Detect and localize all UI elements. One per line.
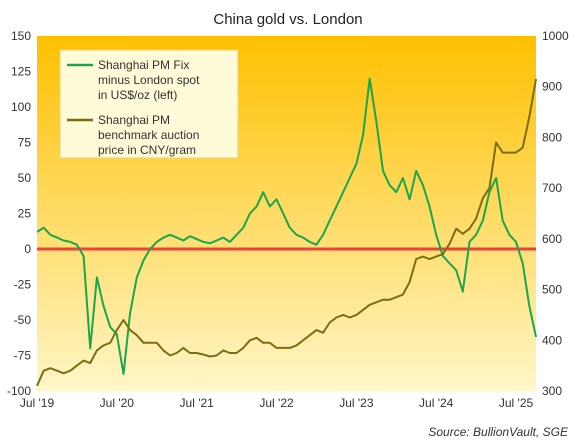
legend: Shanghai PM Fix minus London spot in US$… <box>59 49 239 159</box>
x-tick-label: Jul '22 <box>259 396 294 410</box>
series-lines <box>36 77 537 387</box>
x-tick-label: Jul '19 <box>20 396 55 410</box>
right-axis: 1000 900 800 700 600 500 400 300 <box>542 29 569 398</box>
legend-label-price: Shanghai PM benchmark auction price in C… <box>98 113 203 157</box>
x-tick-label: Jul '24 <box>419 396 454 410</box>
left-tick-label: 25 <box>18 207 32 221</box>
legend-box <box>59 49 239 159</box>
right-tick-label: 600 <box>542 232 562 246</box>
x-tick-label: Jul '23 <box>339 396 374 410</box>
right-tick-label: 300 <box>542 384 562 398</box>
right-tick-label: 900 <box>542 80 562 94</box>
left-tick-label: 75 <box>18 136 32 150</box>
left-tick-label: -100 <box>7 384 31 398</box>
left-tick-label: -75 <box>14 349 32 363</box>
right-tick-label: 800 <box>542 130 562 144</box>
legend-line: price in CNY/gram <box>98 143 196 157</box>
right-tick-label: 1000 <box>542 29 569 43</box>
left-tick-label: -50 <box>14 313 32 327</box>
legend-label-spread: Shanghai PM Fix minus London spot in US$… <box>98 58 203 102</box>
source-note: Source: BullionVault, SGE <box>428 425 569 439</box>
left-tick-label: 150 <box>11 29 31 43</box>
x-tick-label: Jul '20 <box>100 396 135 410</box>
x-tick-label: Jul '21 <box>180 396 215 410</box>
left-tick-label: 100 <box>11 100 31 114</box>
right-tick-label: 700 <box>542 181 562 195</box>
legend-line: in US$/oz (left) <box>98 88 177 102</box>
left-axis: 150 125 100 75 50 25 0 -25 -50 -75 -100 <box>7 29 31 398</box>
right-tick-label: 400 <box>542 333 562 347</box>
chart-title: China gold vs. London <box>213 11 362 28</box>
x-axis: Jul '19 Jul '20 Jul '21 Jul '22 Jul '23 Jul '… <box>20 396 534 410</box>
series-line-spread <box>36 77 537 375</box>
legend-line: Shanghai PM Fix <box>98 58 189 72</box>
left-tick-label: -25 <box>14 278 32 292</box>
left-tick-label: 0 <box>24 242 31 256</box>
legend-line: Shanghai PM <box>98 113 170 127</box>
left-tick-label: 50 <box>18 171 32 185</box>
right-tick-label: 500 <box>542 283 562 297</box>
series-line-price <box>36 78 537 387</box>
legend-line: benchmark auction <box>98 128 199 142</box>
left-tick-label: 125 <box>11 65 31 79</box>
legend-line: minus London spot <box>98 73 200 87</box>
x-tick-label: Jul '25 <box>499 396 534 410</box>
